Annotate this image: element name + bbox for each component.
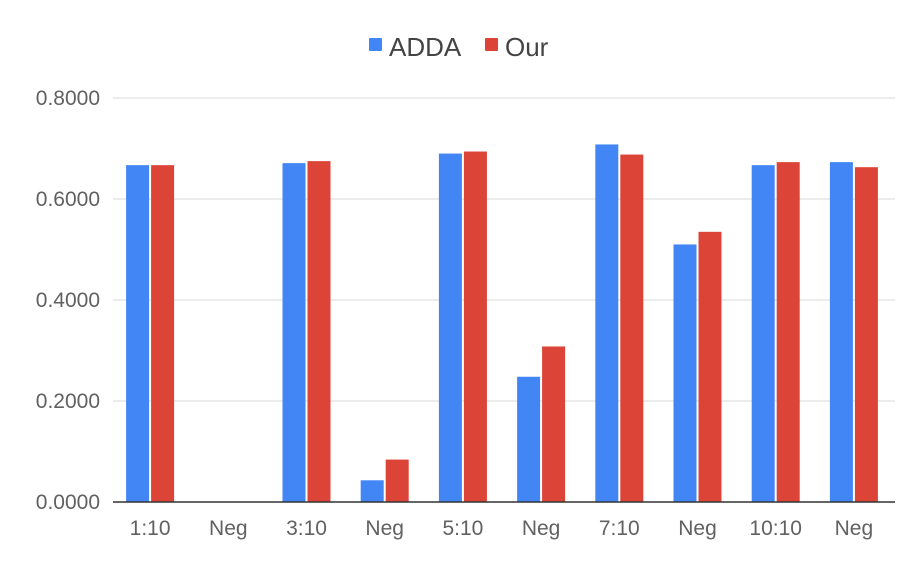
bar-our-9	[854, 167, 878, 502]
x-tick-label: Neg	[835, 517, 874, 540]
x-tick-label: Neg	[365, 517, 404, 540]
y-axis-tick-labels: 0.0000 0.2000 0.4000 0.6000 0.8000	[36, 87, 100, 514]
x-tick-label: Neg	[678, 517, 717, 540]
legend-swatch-adda	[369, 38, 382, 51]
x-tick-label: 3:10	[286, 517, 327, 540]
bar-adda-8	[751, 165, 775, 503]
bar-our-0	[151, 165, 175, 503]
x-axis-tick-labels: 1:10 Neg 3:10 Neg 5:10 Neg 7:10 Neg 10:10 Neg	[130, 517, 874, 540]
y-tick-label: 0.2000	[36, 390, 100, 413]
x-tick-label: Neg	[522, 517, 561, 540]
y-tick-label: 0.4000	[36, 289, 100, 312]
legend-swatch-our	[485, 38, 498, 51]
bar-our-4	[463, 151, 487, 502]
bar-our-8	[776, 162, 800, 502]
bar-adda-7	[673, 244, 697, 502]
bar-our-6	[620, 154, 644, 502]
x-tick-label: 1:10	[130, 517, 171, 540]
x-tick-label: 10:10	[749, 517, 802, 540]
bar-adda-9	[829, 162, 853, 502]
bar-adda-3	[360, 480, 384, 502]
x-tick-label: 7:10	[599, 517, 640, 540]
x-tick-label: Neg	[209, 517, 248, 540]
bar-our-2	[307, 161, 331, 502]
bar-our-3	[385, 459, 409, 502]
bar-our-5	[542, 346, 566, 502]
y-tick-label: 0.8000	[36, 87, 100, 110]
bar-adda-5	[517, 376, 541, 502]
y-tick-label: 0.6000	[36, 188, 100, 211]
bar-adda-4	[438, 153, 462, 503]
y-tick-label: 0.0000	[36, 491, 100, 514]
bar-adda-0	[126, 165, 150, 503]
legend-label-our: Our	[505, 32, 549, 62]
bar-adda-6	[595, 144, 619, 502]
legend-label-adda: ADDA	[389, 32, 462, 62]
bar-our-7	[698, 231, 722, 502]
bars	[126, 144, 878, 503]
legend: ADDA Our	[369, 32, 549, 62]
bar-adda-2	[282, 163, 306, 502]
x-tick-label: 5:10	[442, 517, 483, 540]
